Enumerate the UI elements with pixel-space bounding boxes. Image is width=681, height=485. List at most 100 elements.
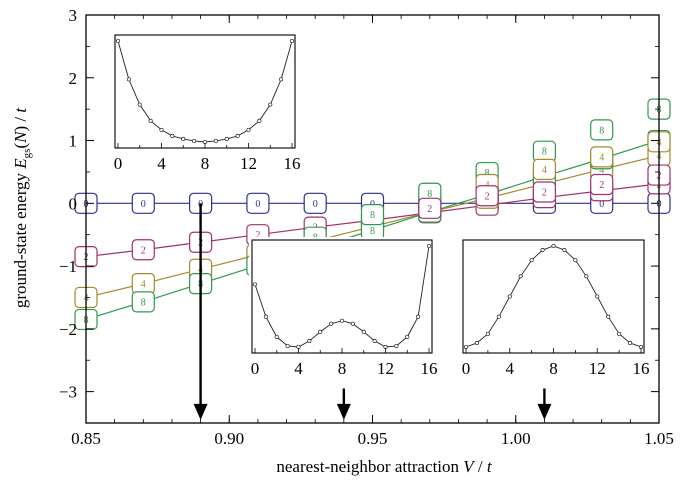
y-axis-title-E: E (11, 158, 30, 170)
axis-ticks: 0.85 0.90 0.95 1.00 1.05 3 2 1 0 −1 −2 −3 (59, 6, 674, 448)
series-marker-2: 2 (532, 181, 557, 203)
inset-point (518, 274, 523, 279)
inset-point (318, 329, 323, 334)
inset-point (339, 318, 345, 323)
inset-point (617, 331, 622, 336)
inset-tick-label: 16 (633, 359, 650, 378)
inset-tick-label: 8 (201, 154, 210, 173)
marker-label: 4 (542, 165, 547, 176)
inset-background (112, 32, 298, 177)
inset-tick-label: 8 (549, 359, 558, 378)
marker-label: 2 (542, 188, 547, 199)
y-axis-title-text: ground-state energy (11, 169, 30, 308)
transition-arrow (537, 388, 552, 420)
marker-label: 0 (255, 199, 260, 210)
inset-tick-label: 0 (251, 359, 260, 378)
y-tick-label: 1 (69, 132, 78, 151)
transition-arrow (336, 388, 351, 420)
inset-point (274, 334, 279, 339)
marker-box (532, 158, 557, 181)
y-axis-title: ground-state energy Egs(N) / t (11, 107, 33, 309)
inset-point (268, 102, 273, 107)
marker-label: 2 (255, 230, 260, 241)
inset-point (192, 138, 197, 144)
inset-point (394, 343, 399, 349)
x-axis-title-sep: / (474, 457, 487, 476)
series-marker-0: 0 (131, 192, 155, 214)
inset-bottom-right: 0 4 8 12 16 (460, 237, 650, 382)
inset-point (405, 334, 410, 339)
marker-box (590, 146, 614, 168)
y-tick-label: −3 (59, 383, 77, 402)
inset-point (551, 243, 556, 249)
series-marker-2: 2 (475, 185, 499, 207)
inset-top-left: 0 4 8 12 16 (112, 32, 301, 177)
inset-point (350, 321, 355, 326)
marker-label: 2 (485, 191, 490, 202)
series-marker-4: 4 (590, 146, 614, 168)
arrow-head (537, 403, 552, 420)
y-tick-label: −2 (59, 320, 77, 339)
marker-box (131, 291, 155, 313)
marker-label: 0 (599, 199, 604, 210)
inset-point (137, 102, 142, 107)
inset-point (170, 133, 175, 138)
inset-point (159, 127, 164, 132)
series-marker-0: 0 (246, 192, 270, 214)
inset-point (213, 138, 218, 144)
marker-label: 8 (542, 147, 547, 158)
inset-point (573, 258, 578, 263)
x-tick-label: 1.00 (501, 429, 531, 448)
inset-point (148, 118, 153, 123)
inset-tick-label: 4 (506, 359, 515, 378)
arrow-head (193, 403, 208, 420)
inset-point (289, 38, 295, 44)
inset-point (606, 314, 611, 319)
y-axis-title-close: ) / (11, 113, 30, 132)
inset-tick-label: 8 (338, 359, 347, 378)
marker-box (246, 192, 270, 214)
marker-label: 2 (427, 204, 432, 215)
inset-point (329, 321, 334, 326)
series-marker-8: 8 (590, 119, 614, 141)
marker-label: 0 (313, 199, 318, 210)
series-marker-0: 0 (303, 192, 327, 214)
insets: 0 4 8 12 16 0 4 8 12 16 0 4 8 12 16 (112, 32, 650, 382)
y-axis-title-N: N (11, 130, 30, 144)
inset-tick-label: 12 (377, 359, 394, 378)
marker-box (418, 197, 442, 219)
series-marker-2: 2 (418, 197, 442, 219)
marker-label: 8 (427, 189, 432, 200)
inset-point (426, 243, 432, 249)
marker-box (590, 173, 614, 196)
marker-box (303, 192, 327, 214)
inset-point (595, 294, 600, 299)
marker-label: 2 (599, 180, 604, 191)
inset-point (307, 338, 312, 343)
inset-point (496, 314, 501, 319)
series-marker-2: 2 (590, 173, 614, 196)
inset-tick-label: 0 (114, 154, 123, 173)
inset-point (257, 118, 262, 123)
inset-point (485, 331, 490, 336)
inset-tick-label: 12 (589, 359, 606, 378)
x-axis-title: nearest-neighbor attraction V / t (276, 457, 493, 476)
x-axis-title-t: t (487, 457, 493, 476)
inset-point (235, 133, 240, 138)
x-tick-label: 0.90 (214, 429, 244, 448)
series-marker-8: 8 (131, 291, 155, 313)
y-axis-title-sub: gs (21, 149, 33, 159)
marker-label: 8 (599, 125, 604, 136)
inset-tick-label: 0 (462, 359, 471, 378)
x-tick-label: 0.95 (358, 429, 388, 448)
inset-point (115, 38, 121, 44)
inset-point (416, 314, 421, 319)
inset-background (460, 237, 647, 382)
inset-tick-label: 16 (421, 359, 438, 378)
marker-box (131, 192, 155, 214)
inset-point (474, 340, 479, 346)
inset-point (529, 258, 534, 263)
inset-point (372, 338, 377, 343)
x-axis-title-text: nearest-neighbor attraction (276, 457, 463, 476)
